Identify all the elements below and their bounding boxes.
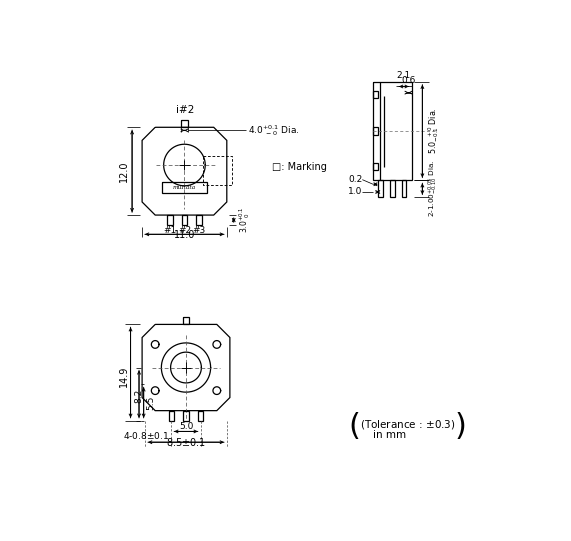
- Text: 0.6: 0.6: [401, 76, 416, 85]
- Text: 5.0$^{\ \ +0}_{-0.1}$ Dia.: 5.0$^{\ \ +0}_{-0.1}$ Dia.: [426, 108, 441, 154]
- Text: ): ): [455, 412, 467, 440]
- Text: (Tolerance : $\pm$0.3): (Tolerance : $\pm$0.3): [360, 418, 456, 431]
- Text: 4.0$^{+0.1}_{\ -0}$ Dia.: 4.0$^{+0.1}_{\ -0}$ Dia.: [248, 123, 299, 138]
- Text: i#2: i#2: [176, 105, 194, 115]
- Text: #3: #3: [192, 226, 206, 235]
- Text: 2-1.00$^{+0.05}_{-0.10}$ Dia.: 2-1.00$^{+0.05}_{-0.10}$ Dia.: [426, 160, 440, 217]
- Text: 11.0: 11.0: [174, 230, 195, 241]
- Text: 5.5: 5.5: [146, 395, 155, 410]
- Text: 8.5$\pm$0.1: 8.5$\pm$0.1: [166, 436, 206, 447]
- Text: in mm: in mm: [373, 430, 406, 440]
- Text: 0.2: 0.2: [348, 175, 363, 184]
- Text: 5.0: 5.0: [179, 423, 193, 431]
- Text: 4-0.8$\pm$0.1: 4-0.8$\pm$0.1: [123, 430, 169, 441]
- Text: 14.9: 14.9: [119, 366, 128, 387]
- Text: muRata: muRata: [173, 185, 196, 190]
- Text: (: (: [349, 412, 360, 440]
- Text: 2.1: 2.1: [397, 70, 411, 80]
- Text: #2: #2: [178, 226, 191, 235]
- Text: 1.0: 1.0: [348, 188, 363, 196]
- Text: 8.2: 8.2: [135, 388, 144, 403]
- Text: □: Marking: □: Marking: [272, 162, 327, 173]
- Text: 3.0$^{+0.1}_{\ \ 0}$: 3.0$^{+0.1}_{\ \ 0}$: [237, 207, 252, 233]
- Text: 12.0: 12.0: [119, 161, 130, 182]
- Text: #1: #1: [163, 226, 176, 235]
